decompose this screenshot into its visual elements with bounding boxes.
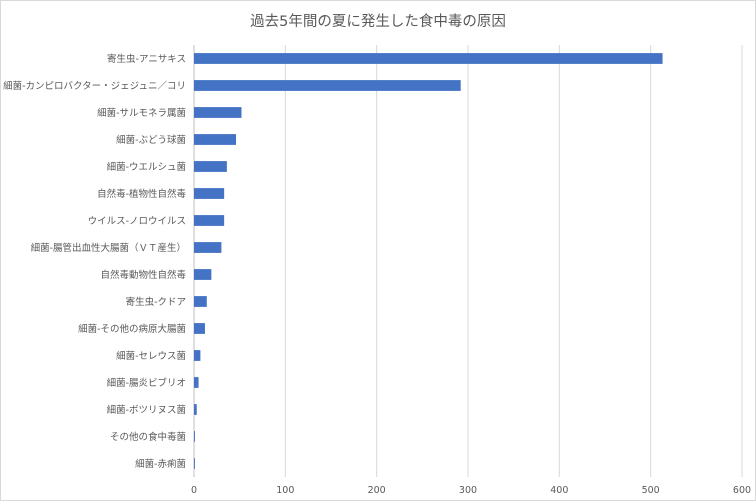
category-label: 寄生虫-アニサキス — [107, 53, 186, 65]
category-label: 細菌-ボツリヌス菌 — [107, 404, 186, 416]
bar-6 — [194, 215, 225, 226]
bar-5 — [194, 188, 225, 199]
category-label: 細菌-腸管出血性大腸菌（ＶＴ産生） — [31, 242, 186, 254]
chart-title: 過去5年間の夏に発生した食中毒の原因 — [250, 14, 506, 30]
bar-10 — [194, 323, 205, 334]
category-label: 細菌-セレウス菌 — [116, 350, 186, 362]
bar-7 — [194, 242, 222, 253]
category-label: 寄生虫-クドア — [126, 296, 186, 308]
bar-4 — [194, 161, 227, 172]
bar-11 — [194, 350, 201, 361]
bar-13 — [194, 404, 197, 415]
bar-0 — [194, 53, 663, 64]
category-label: 細菌-サルモネラ属菌 — [97, 107, 186, 119]
bar-2 — [194, 107, 242, 118]
category-label: 細菌-その他の病原大腸菌 — [78, 323, 186, 335]
x-axis-tick-labels: 0 100 200 300 400 500 600 — [191, 485, 751, 496]
x-tick-label: 500 — [642, 485, 660, 496]
category-labels: 寄生虫-アニサキス細菌-カンピロバクター・ジェジュニ／コリ細菌-サルモネラ属菌細… — [3, 53, 186, 470]
bar-1 — [194, 80, 461, 91]
x-tick-label: 0 — [191, 485, 197, 496]
bars — [194, 53, 663, 469]
category-label: 細菌-ぶどう球菌 — [116, 134, 186, 146]
category-label: その他の食中毒菌 — [110, 431, 186, 443]
x-tick-label: 100 — [276, 485, 294, 496]
category-label: 自然毒動物性自然毒 — [100, 269, 186, 281]
category-label: 細菌-カンピロバクター・ジェジュニ／コリ — [3, 80, 186, 92]
x-tick-label: 300 — [459, 485, 477, 496]
bar-9 — [194, 296, 207, 307]
bar-8 — [194, 269, 212, 280]
x-tick-label: 400 — [550, 485, 568, 496]
category-label: 細菌-ウエルシュ菌 — [107, 161, 186, 173]
bar-3 — [194, 134, 237, 145]
gridlines — [193, 45, 743, 477]
bar-15 — [194, 458, 195, 469]
bar-14 — [194, 431, 195, 442]
category-label: 自然毒-植物性自然毒 — [97, 188, 186, 200]
x-tick-label: 600 — [733, 485, 751, 496]
category-label: 細菌-赤痢菌 — [135, 458, 186, 470]
x-tick-label: 200 — [368, 485, 386, 496]
category-label: ウイルス-ノロウイルス — [88, 216, 186, 227]
category-label: 細菌-腸炎ビブリオ — [107, 377, 186, 389]
bar-12 — [194, 377, 199, 388]
